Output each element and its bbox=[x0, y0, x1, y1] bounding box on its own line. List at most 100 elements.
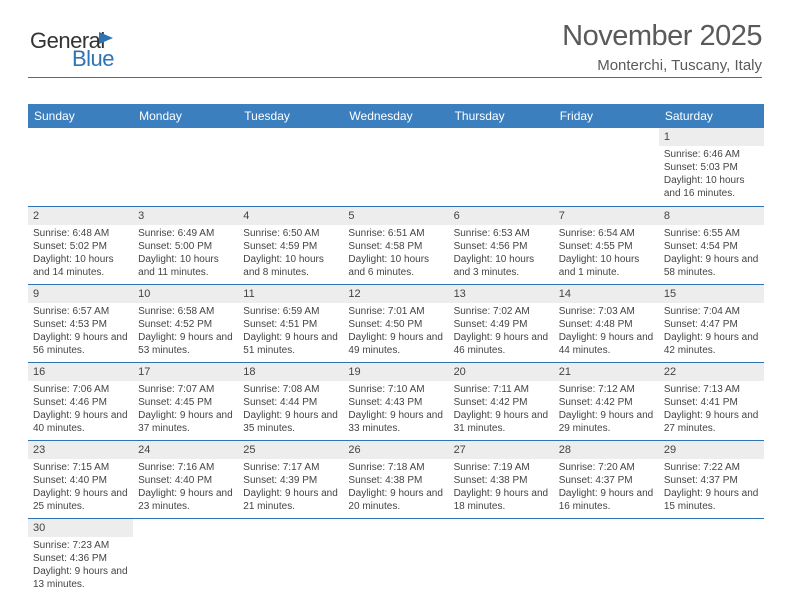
calendar-row: 1Sunrise: 6:46 AMSunset: 5:03 PMDaylight… bbox=[28, 128, 764, 206]
calendar-cell: 4Sunrise: 6:50 AMSunset: 4:59 PMDaylight… bbox=[238, 206, 343, 284]
day-detail: Sunrise: 7:18 AMSunset: 4:38 PMDaylight:… bbox=[343, 459, 448, 516]
day-detail: Sunrise: 6:46 AMSunset: 5:03 PMDaylight:… bbox=[659, 146, 764, 203]
day-detail: Sunrise: 7:02 AMSunset: 4:49 PMDaylight:… bbox=[449, 303, 554, 360]
calendar-cell: 9Sunrise: 6:57 AMSunset: 4:53 PMDaylight… bbox=[28, 284, 133, 362]
calendar-cell: 19Sunrise: 7:10 AMSunset: 4:43 PMDayligh… bbox=[343, 362, 448, 440]
day-number: 1 bbox=[659, 128, 764, 146]
calendar-cell bbox=[343, 128, 448, 206]
day-detail: Sunrise: 7:04 AMSunset: 4:47 PMDaylight:… bbox=[659, 303, 764, 360]
calendar-cell: 7Sunrise: 6:54 AMSunset: 4:55 PMDaylight… bbox=[554, 206, 659, 284]
calendar-cell: 16Sunrise: 7:06 AMSunset: 4:46 PMDayligh… bbox=[28, 362, 133, 440]
calendar-cell: 11Sunrise: 6:59 AMSunset: 4:51 PMDayligh… bbox=[238, 284, 343, 362]
day-number: 4 bbox=[238, 207, 343, 225]
calendar-table: Sunday Monday Tuesday Wednesday Thursday… bbox=[28, 104, 764, 596]
day-detail: Sunrise: 6:51 AMSunset: 4:58 PMDaylight:… bbox=[343, 225, 448, 282]
calendar-row: 23Sunrise: 7:15 AMSunset: 4:40 PMDayligh… bbox=[28, 440, 764, 518]
calendar-cell: 3Sunrise: 6:49 AMSunset: 5:00 PMDaylight… bbox=[133, 206, 238, 284]
calendar-cell: 27Sunrise: 7:19 AMSunset: 4:38 PMDayligh… bbox=[449, 440, 554, 518]
day-number: 14 bbox=[554, 285, 659, 303]
calendar-cell: 8Sunrise: 6:55 AMSunset: 4:54 PMDaylight… bbox=[659, 206, 764, 284]
day-number: 27 bbox=[449, 441, 554, 459]
calendar-cell: 25Sunrise: 7:17 AMSunset: 4:39 PMDayligh… bbox=[238, 440, 343, 518]
calendar-cell bbox=[554, 128, 659, 206]
calendar-cell: 30Sunrise: 7:23 AMSunset: 4:36 PMDayligh… bbox=[28, 518, 133, 596]
day-number: 26 bbox=[343, 441, 448, 459]
day-detail: Sunrise: 7:19 AMSunset: 4:38 PMDaylight:… bbox=[449, 459, 554, 516]
calendar-cell: 23Sunrise: 7:15 AMSunset: 4:40 PMDayligh… bbox=[28, 440, 133, 518]
day-number: 12 bbox=[343, 285, 448, 303]
day-detail: Sunrise: 7:20 AMSunset: 4:37 PMDaylight:… bbox=[554, 459, 659, 516]
col-friday: Friday bbox=[554, 104, 659, 128]
calendar-cell: 15Sunrise: 7:04 AMSunset: 4:47 PMDayligh… bbox=[659, 284, 764, 362]
calendar-cell bbox=[238, 518, 343, 596]
col-monday: Monday bbox=[133, 104, 238, 128]
calendar-cell: 18Sunrise: 7:08 AMSunset: 4:44 PMDayligh… bbox=[238, 362, 343, 440]
day-detail: Sunrise: 7:08 AMSunset: 4:44 PMDaylight:… bbox=[238, 381, 343, 438]
day-number: 24 bbox=[133, 441, 238, 459]
calendar-row: 2Sunrise: 6:48 AMSunset: 5:02 PMDaylight… bbox=[28, 206, 764, 284]
day-number: 29 bbox=[659, 441, 764, 459]
day-number: 8 bbox=[659, 207, 764, 225]
day-number: 2 bbox=[28, 207, 133, 225]
page-title: November 2025 bbox=[28, 20, 762, 53]
col-thursday: Thursday bbox=[449, 104, 554, 128]
calendar-cell: 24Sunrise: 7:16 AMSunset: 4:40 PMDayligh… bbox=[133, 440, 238, 518]
day-number: 11 bbox=[238, 285, 343, 303]
day-detail: Sunrise: 7:12 AMSunset: 4:42 PMDaylight:… bbox=[554, 381, 659, 438]
calendar-cell bbox=[659, 518, 764, 596]
calendar-cell: 14Sunrise: 7:03 AMSunset: 4:48 PMDayligh… bbox=[554, 284, 659, 362]
header: November 2025 Monterchi, Tuscany, Italy bbox=[28, 20, 762, 78]
calendar-cell bbox=[133, 128, 238, 206]
day-detail: Sunrise: 7:22 AMSunset: 4:37 PMDaylight:… bbox=[659, 459, 764, 516]
day-number: 23 bbox=[28, 441, 133, 459]
day-number: 9 bbox=[28, 285, 133, 303]
calendar-row: 9Sunrise: 6:57 AMSunset: 4:53 PMDaylight… bbox=[28, 284, 764, 362]
day-number: 18 bbox=[238, 363, 343, 381]
day-detail: Sunrise: 7:15 AMSunset: 4:40 PMDaylight:… bbox=[28, 459, 133, 516]
day-number: 21 bbox=[554, 363, 659, 381]
day-number: 20 bbox=[449, 363, 554, 381]
day-number: 22 bbox=[659, 363, 764, 381]
day-detail: Sunrise: 6:50 AMSunset: 4:59 PMDaylight:… bbox=[238, 225, 343, 282]
calendar-cell: 28Sunrise: 7:20 AMSunset: 4:37 PMDayligh… bbox=[554, 440, 659, 518]
calendar-cell: 17Sunrise: 7:07 AMSunset: 4:45 PMDayligh… bbox=[133, 362, 238, 440]
day-detail: Sunrise: 6:53 AMSunset: 4:56 PMDaylight:… bbox=[449, 225, 554, 282]
day-number: 25 bbox=[238, 441, 343, 459]
day-number: 7 bbox=[554, 207, 659, 225]
day-detail: Sunrise: 7:10 AMSunset: 4:43 PMDaylight:… bbox=[343, 381, 448, 438]
calendar-cell: 13Sunrise: 7:02 AMSunset: 4:49 PMDayligh… bbox=[449, 284, 554, 362]
calendar-cell bbox=[343, 518, 448, 596]
calendar-cell: 1Sunrise: 6:46 AMSunset: 5:03 PMDaylight… bbox=[659, 128, 764, 206]
day-detail: Sunrise: 7:07 AMSunset: 4:45 PMDaylight:… bbox=[133, 381, 238, 438]
calendar-cell bbox=[238, 128, 343, 206]
calendar-cell: 5Sunrise: 6:51 AMSunset: 4:58 PMDaylight… bbox=[343, 206, 448, 284]
calendar-cell bbox=[133, 518, 238, 596]
calendar-cell: 10Sunrise: 6:58 AMSunset: 4:52 PMDayligh… bbox=[133, 284, 238, 362]
day-detail: Sunrise: 7:23 AMSunset: 4:36 PMDaylight:… bbox=[28, 537, 133, 594]
calendar-cell: 12Sunrise: 7:01 AMSunset: 4:50 PMDayligh… bbox=[343, 284, 448, 362]
day-detail: Sunrise: 6:57 AMSunset: 4:53 PMDaylight:… bbox=[28, 303, 133, 360]
day-number: 16 bbox=[28, 363, 133, 381]
calendar-cell: 26Sunrise: 7:18 AMSunset: 4:38 PMDayligh… bbox=[343, 440, 448, 518]
day-number: 30 bbox=[28, 519, 133, 537]
calendar-row: 30Sunrise: 7:23 AMSunset: 4:36 PMDayligh… bbox=[28, 518, 764, 596]
day-detail: Sunrise: 7:11 AMSunset: 4:42 PMDaylight:… bbox=[449, 381, 554, 438]
calendar-cell bbox=[554, 518, 659, 596]
day-detail: Sunrise: 6:55 AMSunset: 4:54 PMDaylight:… bbox=[659, 225, 764, 282]
col-saturday: Saturday bbox=[659, 104, 764, 128]
calendar-cell bbox=[449, 518, 554, 596]
day-detail: Sunrise: 6:54 AMSunset: 4:55 PMDaylight:… bbox=[554, 225, 659, 282]
day-detail: Sunrise: 7:06 AMSunset: 4:46 PMDaylight:… bbox=[28, 381, 133, 438]
day-detail: Sunrise: 7:17 AMSunset: 4:39 PMDaylight:… bbox=[238, 459, 343, 516]
day-detail: Sunrise: 7:03 AMSunset: 4:48 PMDaylight:… bbox=[554, 303, 659, 360]
day-detail: Sunrise: 6:49 AMSunset: 5:00 PMDaylight:… bbox=[133, 225, 238, 282]
day-number: 19 bbox=[343, 363, 448, 381]
calendar-cell bbox=[28, 128, 133, 206]
calendar-row: 16Sunrise: 7:06 AMSunset: 4:46 PMDayligh… bbox=[28, 362, 764, 440]
day-number: 10 bbox=[133, 285, 238, 303]
day-number: 13 bbox=[449, 285, 554, 303]
day-detail: Sunrise: 7:16 AMSunset: 4:40 PMDaylight:… bbox=[133, 459, 238, 516]
day-number: 3 bbox=[133, 207, 238, 225]
col-wednesday: Wednesday bbox=[343, 104, 448, 128]
calendar-cell: 2Sunrise: 6:48 AMSunset: 5:02 PMDaylight… bbox=[28, 206, 133, 284]
